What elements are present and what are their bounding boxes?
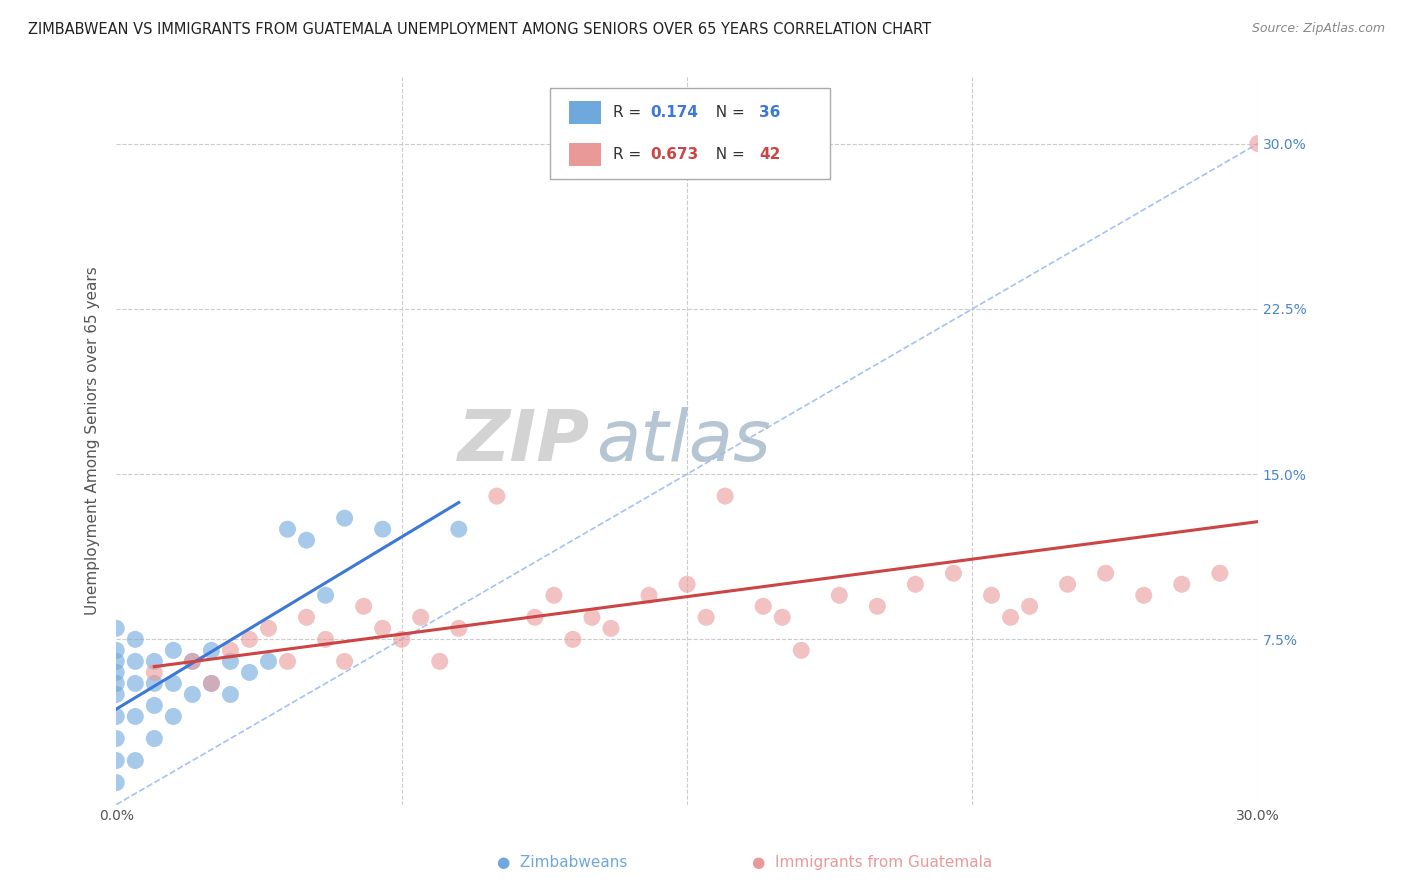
Point: [447, 522, 470, 536]
Text: atlas: atlas: [596, 407, 770, 475]
Text: ●  Zimbabweans: ● Zimbabweans: [498, 855, 627, 870]
Point: [162, 643, 184, 657]
Point: [238, 665, 260, 680]
Point: [695, 610, 717, 624]
Bar: [569, 102, 602, 124]
Point: [295, 533, 318, 548]
Point: [1000, 610, 1022, 624]
Point: [353, 599, 375, 614]
Point: [257, 621, 280, 635]
Point: [485, 489, 508, 503]
Point: [581, 610, 603, 624]
Point: [333, 654, 356, 668]
Point: [162, 709, 184, 723]
Point: [200, 676, 222, 690]
Point: [257, 654, 280, 668]
Point: [409, 610, 432, 624]
Point: [980, 588, 1002, 602]
Point: [752, 599, 775, 614]
Text: ZIP: ZIP: [458, 407, 591, 475]
Text: N =: N =: [706, 147, 751, 162]
Point: [1018, 599, 1040, 614]
Point: [143, 654, 166, 668]
Point: [391, 632, 413, 647]
Point: [828, 588, 851, 602]
Point: [276, 654, 298, 668]
Point: [333, 511, 356, 525]
Point: [371, 522, 394, 536]
Y-axis label: Unemployment Among Seniors over 65 years: Unemployment Among Seniors over 65 years: [86, 267, 100, 615]
Point: [676, 577, 699, 591]
Point: [315, 588, 337, 602]
Point: [200, 676, 222, 690]
Point: [105, 654, 128, 668]
Point: [1132, 588, 1154, 602]
Point: [1209, 566, 1232, 581]
Point: [561, 632, 583, 647]
Point: [143, 665, 166, 680]
Point: [790, 643, 813, 657]
Point: [429, 654, 451, 668]
Point: [276, 522, 298, 536]
Text: 0.174: 0.174: [651, 105, 699, 120]
Text: Source: ZipAtlas.com: Source: ZipAtlas.com: [1251, 22, 1385, 36]
Text: 36: 36: [759, 105, 780, 120]
Point: [714, 489, 737, 503]
Point: [295, 610, 318, 624]
Point: [143, 731, 166, 746]
Point: [105, 731, 128, 746]
Point: [105, 775, 128, 789]
Point: [181, 654, 204, 668]
Point: [181, 688, 204, 702]
Point: [770, 610, 793, 624]
Point: [638, 588, 661, 602]
Point: [105, 754, 128, 768]
Point: [105, 621, 128, 635]
Point: [942, 566, 965, 581]
Text: R =: R =: [613, 147, 645, 162]
Bar: [569, 144, 602, 166]
FancyBboxPatch shape: [550, 88, 830, 179]
Point: [523, 610, 546, 624]
Text: 0.673: 0.673: [651, 147, 699, 162]
Point: [124, 654, 146, 668]
Point: [1094, 566, 1116, 581]
Point: [600, 621, 623, 635]
Point: [105, 643, 128, 657]
Point: [543, 588, 565, 602]
Point: [447, 621, 470, 635]
Point: [162, 676, 184, 690]
Point: [181, 654, 204, 668]
Point: [200, 643, 222, 657]
Point: [143, 676, 166, 690]
Text: N =: N =: [706, 105, 751, 120]
Text: ZIMBABWEAN VS IMMIGRANTS FROM GUATEMALA UNEMPLOYMENT AMONG SENIORS OVER 65 YEARS: ZIMBABWEAN VS IMMIGRANTS FROM GUATEMALA …: [28, 22, 931, 37]
Point: [238, 632, 260, 647]
Point: [105, 709, 128, 723]
Point: [124, 709, 146, 723]
Text: R =: R =: [613, 105, 645, 120]
Point: [219, 654, 242, 668]
Point: [866, 599, 889, 614]
Point: [143, 698, 166, 713]
Point: [124, 676, 146, 690]
Point: [219, 643, 242, 657]
Point: [105, 676, 128, 690]
Point: [371, 621, 394, 635]
Text: ●  Immigrants from Guatemala: ● Immigrants from Guatemala: [752, 855, 991, 870]
Point: [1171, 577, 1194, 591]
Point: [1056, 577, 1078, 591]
Point: [124, 754, 146, 768]
Point: [124, 632, 146, 647]
Point: [105, 665, 128, 680]
Point: [904, 577, 927, 591]
Point: [1247, 136, 1270, 151]
Point: [219, 688, 242, 702]
Point: [105, 688, 128, 702]
Text: 42: 42: [759, 147, 780, 162]
Point: [315, 632, 337, 647]
